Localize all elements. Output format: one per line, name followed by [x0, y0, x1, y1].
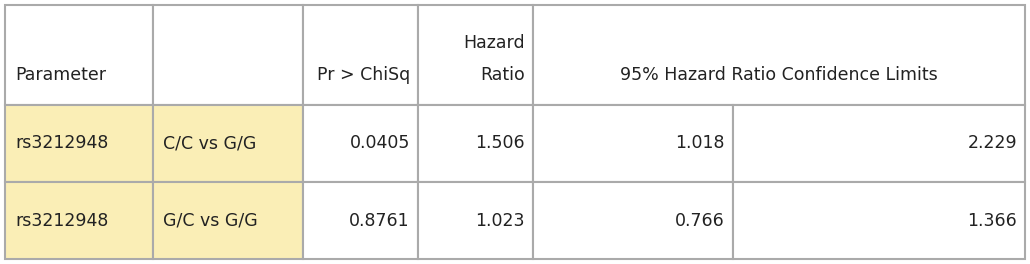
Bar — [5, 5, 153, 105]
Bar — [733, 105, 1025, 182]
Text: 1.023: 1.023 — [476, 211, 525, 229]
Text: 1.506: 1.506 — [476, 134, 525, 153]
Bar — [153, 5, 303, 105]
Text: G/C vs G/G: G/C vs G/G — [163, 211, 258, 229]
Bar — [418, 5, 533, 105]
Text: 1.018: 1.018 — [676, 134, 725, 153]
Bar — [303, 182, 418, 259]
Bar — [418, 182, 533, 259]
Bar — [533, 5, 1025, 105]
Text: C/C vs G/G: C/C vs G/G — [163, 134, 256, 153]
Bar — [303, 5, 418, 105]
Text: Ratio: Ratio — [480, 66, 525, 84]
Bar — [303, 105, 418, 182]
Text: 0.766: 0.766 — [676, 211, 725, 229]
Text: Parameter: Parameter — [15, 66, 106, 84]
Text: 2.229: 2.229 — [967, 134, 1017, 153]
Bar — [418, 105, 533, 182]
Text: rs3212948: rs3212948 — [15, 211, 108, 229]
Text: Pr > ChiSq: Pr > ChiSq — [317, 66, 410, 84]
Text: rs3212948: rs3212948 — [15, 134, 108, 153]
Bar — [5, 105, 153, 182]
Text: Hazard: Hazard — [464, 34, 525, 52]
Bar — [733, 182, 1025, 259]
Text: 1.366: 1.366 — [967, 211, 1017, 229]
Bar — [533, 182, 733, 259]
Text: 0.8761: 0.8761 — [349, 211, 410, 229]
Bar — [533, 105, 733, 182]
Bar — [153, 105, 303, 182]
Bar — [153, 182, 303, 259]
Text: 95% Hazard Ratio Confidence Limits: 95% Hazard Ratio Confidence Limits — [620, 66, 938, 84]
Text: 0.0405: 0.0405 — [349, 134, 410, 153]
Bar — [5, 182, 153, 259]
